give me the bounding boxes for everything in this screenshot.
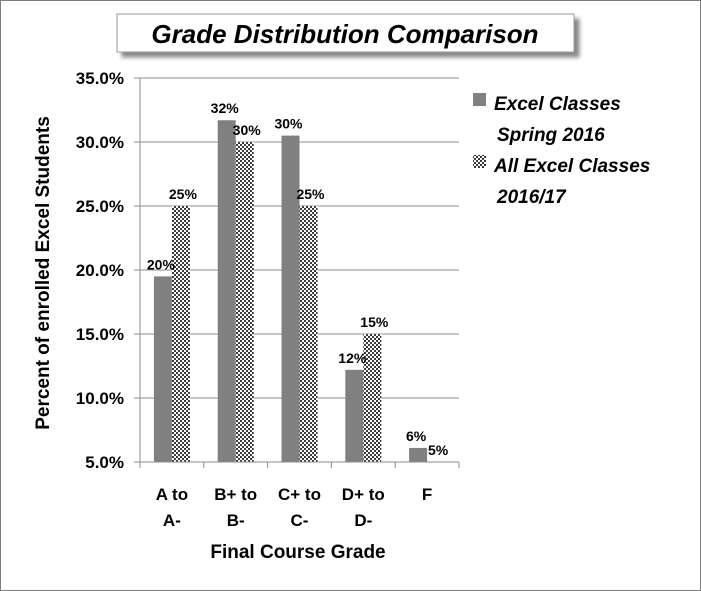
x-tick-label: C-	[291, 511, 309, 530]
y-tick-label: 20.0%	[76, 261, 124, 280]
y-tick-label: 25.0%	[76, 197, 124, 216]
bar-all-2016-17	[299, 206, 318, 462]
bars	[153, 120, 428, 463]
data-label: 32%	[211, 100, 240, 116]
data-label: 20%	[147, 256, 176, 272]
data-labels: 20% 25% 32% 30% 30% 25% 12% 15% 6%5%	[147, 100, 449, 458]
chart-title-box: Grade Distribution Comparison	[116, 13, 575, 53]
x-tick-labels: A to A- B+ to B- C+ to C- D+ to D- F	[156, 485, 433, 530]
data-label: 5%	[428, 442, 449, 458]
data-label: 6%	[406, 428, 427, 444]
x-tick-label: D+ to	[342, 485, 385, 504]
y-tick-label: 15.0%	[76, 325, 124, 344]
data-label: 25%	[296, 186, 325, 202]
bar-spring-2016	[153, 276, 172, 462]
bar-spring-2016	[281, 135, 300, 462]
bar-all-2016-17	[235, 142, 254, 462]
x-axis-title: Final Course Grade	[210, 542, 385, 563]
y-tick-labels: 5.0% 10.0% 15.0% 20.0% 25.0% 30.0% 35.0%	[76, 69, 124, 472]
x-tick-label: A-	[163, 511, 181, 530]
y-tick-label: 30.0%	[76, 133, 124, 152]
x-tick-label: F	[422, 485, 432, 504]
bar-all-2016-17	[363, 334, 382, 462]
data-label: 12%	[338, 350, 367, 366]
legend-label: 2016/17	[496, 187, 567, 208]
data-label: 15%	[360, 314, 389, 330]
chart-title: Grade Distribution Comparison	[151, 19, 538, 49]
axes	[134, 77, 460, 468]
x-tick-label: C+ to	[278, 485, 321, 504]
legend-label: Excel Classes	[494, 94, 621, 115]
bar-spring-2016	[345, 369, 364, 462]
x-tick-label: B-	[227, 511, 245, 530]
y-tick-label: 5.0%	[85, 453, 124, 472]
bar-spring-2016	[217, 120, 236, 463]
y-tick-label: 35.0%	[76, 69, 124, 88]
x-tick-label: B+ to	[214, 485, 257, 504]
x-tick-label: A to	[156, 485, 188, 504]
bar-all-2016-17	[171, 206, 190, 462]
data-label: 25%	[169, 186, 198, 202]
legend-label: All Excel Classes	[493, 156, 650, 177]
bar-spring-2016	[409, 447, 428, 462]
legend-label: Spring 2016	[497, 125, 605, 146]
legend-swatch-spring-2016	[473, 93, 486, 106]
y-tick-label: 10.0%	[76, 389, 124, 408]
x-tick-label: D-	[354, 511, 372, 530]
data-label: 30%	[233, 122, 262, 138]
data-label: 30%	[274, 116, 303, 132]
legend: Excel Classes Spring 2016 All Excel Classe…	[473, 93, 650, 208]
legend-swatch-all-2016-17	[473, 155, 486, 168]
y-axis-title: Percent of enrolled Excel Students	[33, 116, 54, 430]
